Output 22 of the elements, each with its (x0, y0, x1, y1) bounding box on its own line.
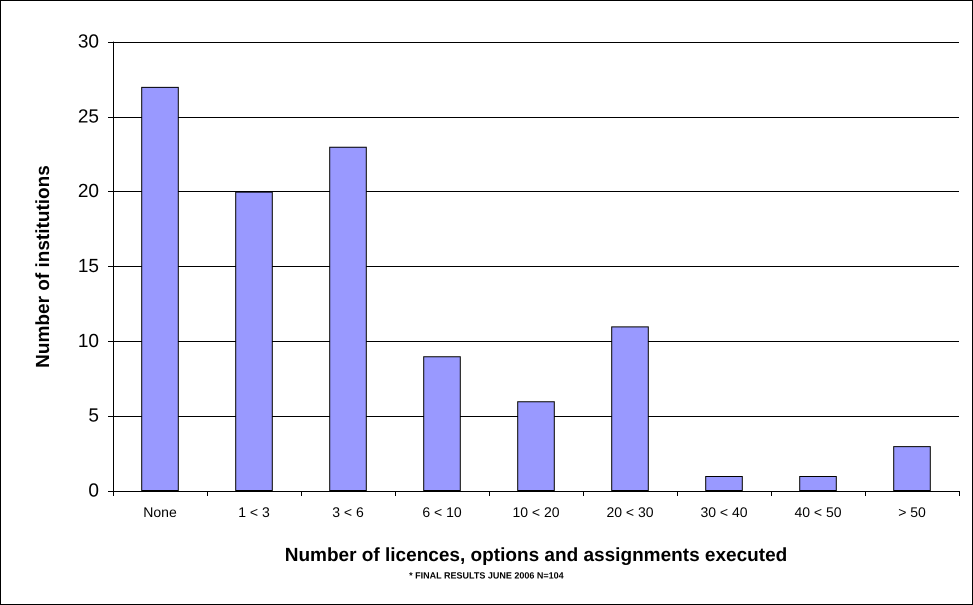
x-tick-label: 1 < 3 (238, 504, 270, 520)
x-tick-label: 30 < 40 (700, 504, 748, 520)
y-tick-label: 20 (78, 181, 99, 202)
text: * FINAL RESULTS JUNE 2006 N=104 (409, 570, 564, 580)
y-axis-title: Number of institutions (33, 165, 54, 368)
y-tick-label: 5 (88, 406, 99, 427)
x-tick-label: 6 < 10 (422, 504, 462, 520)
y-tick-label: 30 (78, 32, 99, 52)
y-tick-label: 25 (78, 106, 99, 128)
bar (705, 476, 743, 491)
bar (893, 446, 931, 491)
y-tick-label: 0 (88, 480, 99, 502)
y-tick-label: 15 (78, 256, 99, 277)
x-tick-label: 20 < 30 (606, 504, 654, 520)
x-tick-label: > 50 (898, 504, 926, 520)
bar (799, 476, 837, 491)
x-tick-label: 3 < 6 (332, 504, 364, 520)
x-tick-label: 40 < 50 (794, 504, 842, 520)
x-axis-title: Number of licences, options and assignments executed (284, 545, 788, 566)
x-tick-label: 10 < 20 (512, 504, 560, 520)
x-tick-label: None (143, 504, 177, 520)
y-tick-label: 10 (78, 330, 99, 352)
